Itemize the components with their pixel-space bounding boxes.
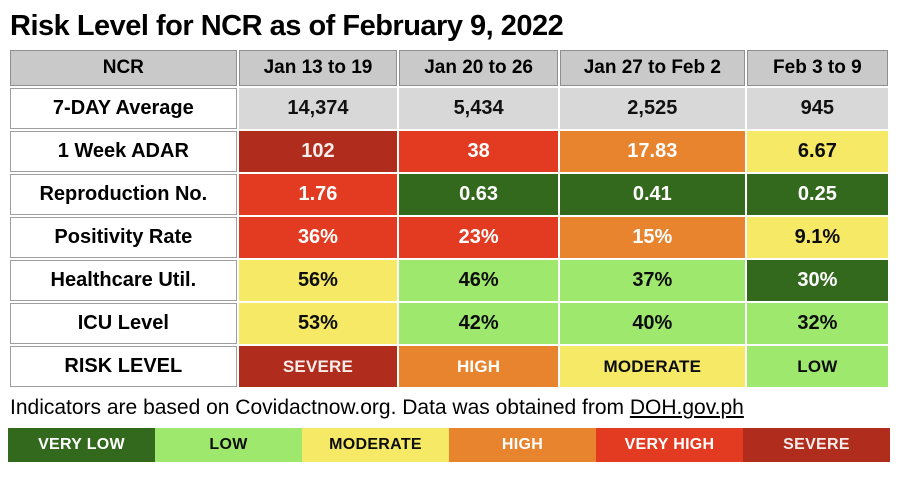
table-row-icu: ICU Level 53% 42% 40% 32% [10,303,888,345]
row-label: 1 Week ADAR [10,131,237,173]
data-cell: 37% [559,260,745,302]
data-cell: 32% [746,303,888,345]
data-cell: 2,525 [559,88,745,130]
table-row-7day-average: 7-DAY Average 14,374 5,434 2,525 945 [10,88,888,130]
doh-link[interactable]: DOH.gov.ph [629,396,744,420]
data-cell: 0.25 [746,174,888,216]
legend-item-very-low: VERY LOW [8,427,155,462]
data-cell: 5,434 [399,88,558,130]
data-cell: 46% [399,260,558,302]
header-row: NCR Jan 13 to 19 Jan 20 to 26 Jan 27 to … [10,50,888,87]
column-header-week4: Feb 3 to 9 [746,50,888,87]
table-row-healthcare: Healthcare Util. 56% 46% 37% 30% [10,260,888,302]
table-row-risk-level: RISK LEVEL SEVERE HIGH MODERATE LOW [10,346,888,388]
page-title: Risk Level for NCR as of February 9, 202… [10,10,564,42]
data-cell: 945 [746,88,888,130]
data-cell: 23% [399,217,558,259]
row-label: RISK LEVEL [10,346,237,388]
data-cell: 0.63 [399,174,558,216]
risk-level-table: NCR Jan 13 to 19 Jan 20 to 26 Jan 27 to … [8,48,890,389]
legend-item-very-high: VERY HIGH [596,427,743,462]
row-label: Healthcare Util. [10,260,237,302]
risk-legend: VERY LOW LOW MODERATE HIGH VERY HIGH SEV… [8,427,890,462]
data-cell: 0.41 [559,174,745,216]
column-header-week1: Jan 13 to 19 [238,50,398,87]
row-label: 7-DAY Average [10,88,237,130]
table-row-reproduction: Reproduction No. 1.76 0.63 0.41 0.25 [10,174,888,216]
data-cell: 40% [559,303,745,345]
source-note-text: Indicators are based on Covidactnow.org.… [10,396,630,420]
source-note: Indicators are based on Covidactnow.org.… [10,395,900,421]
data-cell: 6.67 [746,131,888,173]
row-label: Positivity Rate [10,217,237,259]
data-cell: 36% [238,217,398,259]
row-label: ICU Level [10,303,237,345]
data-cell: 53% [238,303,398,345]
legend-item-high: HIGH [449,427,596,462]
data-cell: 42% [399,303,558,345]
legend-item-moderate: MODERATE [302,427,449,462]
row-label: Reproduction No. [10,174,237,216]
data-cell: 1.76 [238,174,398,216]
risk-level-cell: SEVERE [238,346,398,388]
data-cell: 14,374 [238,88,398,130]
data-cell: 102 [238,131,398,173]
data-cell: 15% [559,217,745,259]
legend-item-low: LOW [155,427,302,462]
data-cell: 56% [238,260,398,302]
data-cell: 9.1% [746,217,888,259]
legend-item-severe: SEVERE [743,427,890,462]
data-cell: 38 [399,131,558,173]
table-row-positivity: Positivity Rate 36% 23% 15% 9.1% [10,217,888,259]
column-header-week3: Jan 27 to Feb 2 [559,50,745,87]
table-row-adar: 1 Week ADAR 102 38 17.83 6.67 [10,131,888,173]
risk-level-cell: MODERATE [559,346,745,388]
risk-level-cell: LOW [746,346,888,388]
data-cell: 17.83 [559,131,745,173]
data-cell: 30% [746,260,888,302]
column-header-ncr: NCR [10,50,237,87]
risk-level-cell: HIGH [399,346,558,388]
column-header-week2: Jan 20 to 26 [399,50,558,87]
